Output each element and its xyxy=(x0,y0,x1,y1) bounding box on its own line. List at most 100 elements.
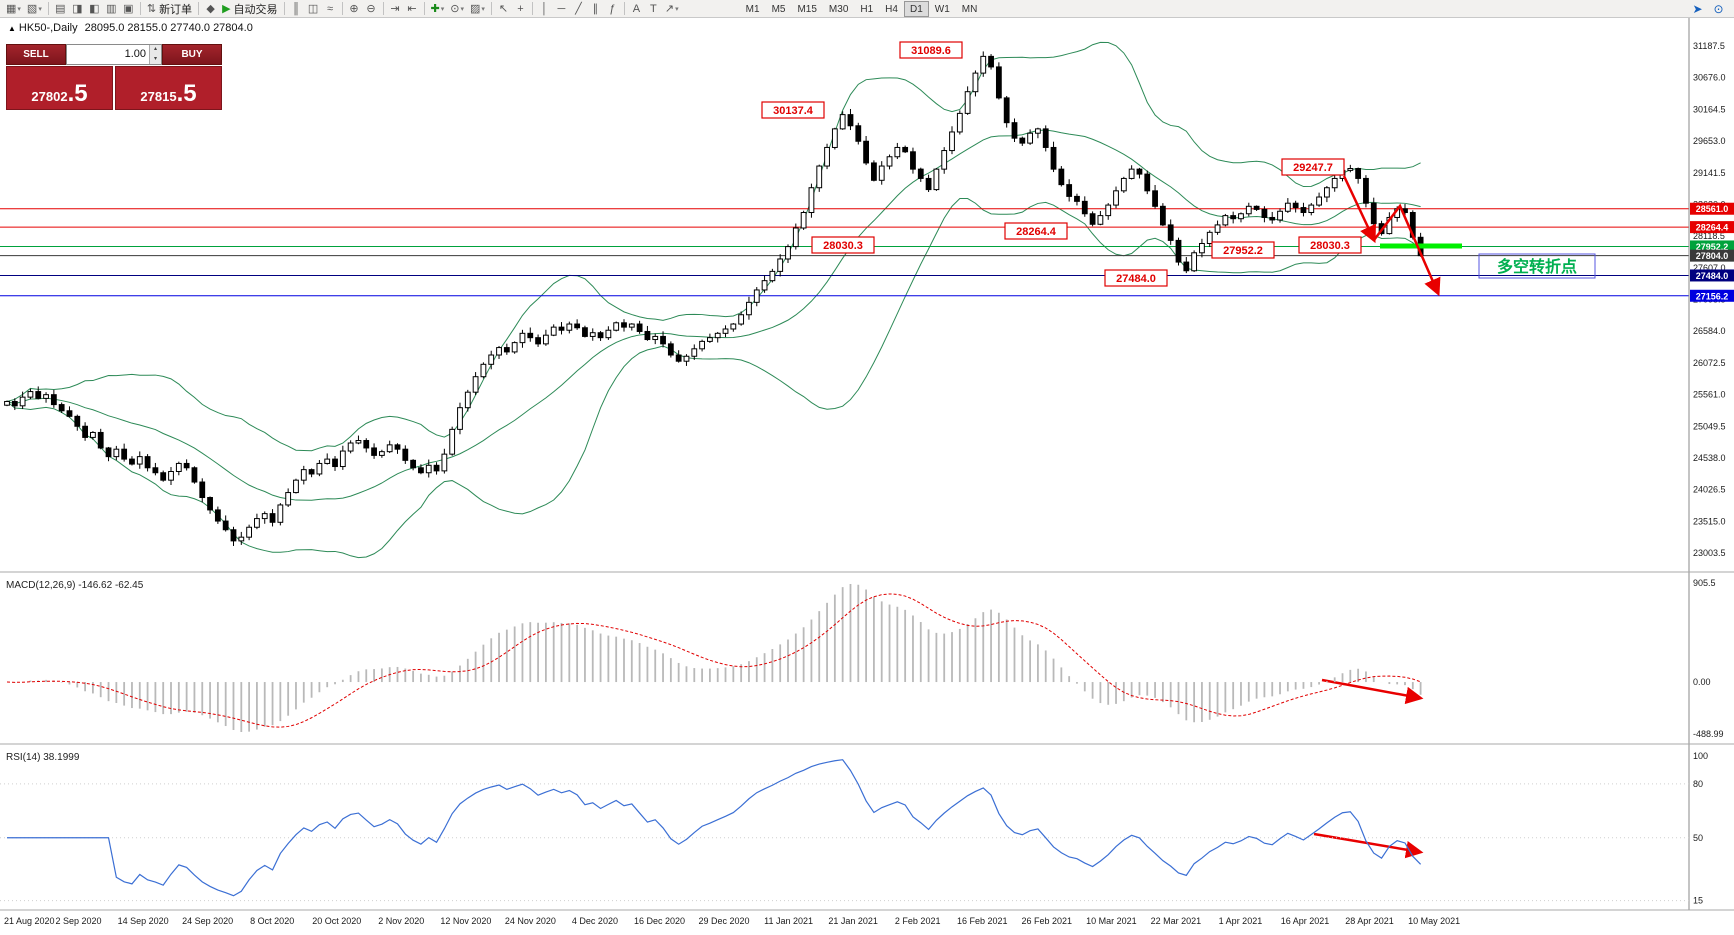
volume-field[interactable]: 1.00 ▴ ▾ xyxy=(66,44,162,65)
price-callout[interactable]: 29247.7 xyxy=(1281,158,1345,176)
fibonacci-icon[interactable]: ƒ xyxy=(604,1,621,17)
templates-icon: ▨ xyxy=(470,3,481,15)
axis-layer[interactable]: 31187.530676.030164.529653.029141.528630… xyxy=(0,18,1734,911)
caret-down-icon: ▾ xyxy=(440,5,445,13)
horizontal-line-icon: ─ xyxy=(557,2,566,15)
profiles-icon[interactable]: ▧ ▾ xyxy=(24,1,45,17)
text-icon[interactable]: A xyxy=(628,1,645,17)
bollinger-lower-band xyxy=(6,197,1421,559)
buy-price[interactable]: 27815.5 xyxy=(115,66,222,110)
svg-text:31089.6: 31089.6 xyxy=(911,45,951,57)
macd-label: MACD(12,26,9) -146.62 -62.45 xyxy=(6,580,144,591)
timeframe-d1[interactable]: D1 xyxy=(903,0,929,17)
svg-text:30137.4: 30137.4 xyxy=(773,105,814,117)
timeframe-m5[interactable]: M5 xyxy=(771,3,786,15)
horizontal-line-icon[interactable]: ─ xyxy=(553,1,570,17)
price-callout[interactable]: 28030.3 xyxy=(1298,236,1362,254)
toolbar-separator xyxy=(47,2,49,15)
toolbar-separator xyxy=(531,2,533,15)
macd-layer: MACD(12,26,9) -146.62 -62.45 905.5 0.00 -48… xyxy=(6,578,1724,739)
price-callout[interactable]: 28264.4 xyxy=(1004,222,1068,240)
candlestick-chart-icon[interactable]: ◫ xyxy=(305,1,322,17)
terminal-icon[interactable]: ▥ xyxy=(103,1,120,17)
price-badge-27156.2: 27156.2 xyxy=(1690,289,1734,302)
new-order-button[interactable]: ⇅ 新订单 xyxy=(144,1,195,17)
time-axis-layer[interactable]: 21 Aug 2020 2 Sep 2020 14 Sep 2020 24 Sep 2… xyxy=(4,916,1460,926)
price-callout[interactable]: 27484.0 xyxy=(1104,269,1168,287)
volume-value: 1.00 xyxy=(124,48,146,60)
svg-text:16 Apr 2021: 16 Apr 2021 xyxy=(1281,916,1330,926)
price-callout[interactable]: 28030.3 xyxy=(811,236,875,254)
sell-price[interactable]: 27802.5 xyxy=(6,66,113,110)
caret-down-icon: ▾ xyxy=(17,5,21,13)
periods-icon: ⊙ xyxy=(450,3,460,15)
timeframe-m15[interactable]: M15 xyxy=(797,3,817,15)
crosshair-icon[interactable]: + xyxy=(512,1,529,17)
auto-scroll-icon: ⇥ xyxy=(390,3,400,15)
navigator-icon[interactable]: ◧ xyxy=(86,1,103,17)
search-icon[interactable]: ⊙ xyxy=(1713,1,1724,16)
bar-chart-icon[interactable]: ║ xyxy=(288,1,305,17)
price-callout[interactable]: 30137.4 xyxy=(761,101,825,119)
timeframe-m30[interactable]: M30 xyxy=(828,3,849,15)
price-callout[interactable]: 27952.2 xyxy=(1211,241,1275,259)
macd-down-arrow[interactable] xyxy=(1321,678,1424,705)
svg-text:16 Dec 2020: 16 Dec 2020 xyxy=(634,916,685,926)
sell-button[interactable]: SELL xyxy=(6,44,66,65)
timeframe-bar: M1 M5 M15 M30 H1 H4 D1 W1 MN xyxy=(740,0,984,17)
buy-button[interactable]: BUY xyxy=(162,44,222,65)
bollinger-bands-layer xyxy=(6,41,1421,559)
indicators-icon[interactable]: ✚ ▾ xyxy=(428,1,448,17)
symbol-marker-icon: ▲ xyxy=(8,24,16,33)
toolbar-separator xyxy=(490,2,492,15)
templates-icon[interactable]: ▨ ▾ xyxy=(467,1,488,17)
vertical-line-icon[interactable]: │ xyxy=(536,1,553,17)
data-window-icon[interactable]: ◨ xyxy=(69,1,86,17)
zoom-in-icon[interactable]: ⊕ xyxy=(346,1,363,17)
volume-spinner[interactable]: ▴ ▾ xyxy=(149,45,161,64)
periods-icon[interactable]: ⊙ ▾ xyxy=(447,1,467,17)
send-icon[interactable]: ➤ xyxy=(1692,1,1703,16)
channel-icon[interactable]: ∥ xyxy=(587,1,604,17)
metaeditor-icon[interactable]: ◆ xyxy=(202,1,219,17)
svg-text:28118.5: 28118.5 xyxy=(1693,231,1725,241)
toolbar-separator xyxy=(423,2,425,15)
bollinger-middle-band xyxy=(6,129,1421,501)
text-label-icon[interactable]: T xyxy=(645,1,662,17)
strategy-tester-icon[interactable]: ▣ xyxy=(120,1,137,17)
chart-shift-icon[interactable]: ⇤ xyxy=(404,1,421,17)
volume-down-icon[interactable]: ▾ xyxy=(150,54,161,64)
timeframe-m1[interactable]: M1 xyxy=(745,3,760,15)
candles-layer xyxy=(4,51,1424,546)
autotrading-button[interactable]: ▶ 自动交易 xyxy=(219,1,280,17)
price-callout[interactable]: 31089.6 xyxy=(899,41,963,59)
svg-text:14 Sep 2020: 14 Sep 2020 xyxy=(118,916,169,926)
data-window-icon: ◨ xyxy=(72,3,83,15)
timeframe-h1[interactable]: H1 xyxy=(860,3,874,15)
vertical-line-icon: │ xyxy=(540,2,548,15)
price-zigzag-arrow[interactable] xyxy=(1373,203,1441,297)
turning-point-annotation[interactable]: 多空转折点 xyxy=(1478,253,1596,279)
toolbar-separator xyxy=(198,2,200,15)
trendline-icon[interactable]: ╱ xyxy=(570,1,587,17)
timeframe-mn[interactable]: MN xyxy=(961,3,978,15)
candlestick-chart-icon: ◫ xyxy=(307,3,319,15)
volume-up-icon[interactable]: ▴ xyxy=(150,45,161,55)
new-chart-icon[interactable]: ▦ ▾ xyxy=(3,1,24,17)
strategy-tester-icon: ▣ xyxy=(123,3,134,15)
price-down-arrow[interactable] xyxy=(1342,175,1376,244)
zoom-out-icon[interactable]: ⊖ xyxy=(363,1,380,17)
timeframe-h4[interactable]: H4 xyxy=(885,3,898,15)
price-lines-layer[interactable] xyxy=(0,208,1689,297)
line-chart-icon[interactable]: ≈ xyxy=(322,1,339,17)
toolbar: ▦ ▾ ▧ ▾ ▤ ◨ ◧ ▥ ▣ ⇅ 新订单 ◆ ▶ 自动交易 ║ ◫ ≈ ⊕ ⊖ ⇥ ⇤ ✚ ▾ ⊙ ▾ ▨ ▾ ↖ + │ ─ ╱ ∥ ƒ A… xyxy=(0,0,1734,18)
price-callouts-layer[interactable]: 31089.6 30137.4 29247.7 28264.4 28030.3 27952… xyxy=(761,41,1362,287)
market-watch-icon[interactable]: ▤ xyxy=(52,1,69,17)
timeframe-w1[interactable]: W1 xyxy=(934,3,950,15)
arrows-icon[interactable]: ↗ ▾ xyxy=(662,1,682,17)
auto-scroll-icon[interactable]: ⇥ xyxy=(387,1,404,17)
svg-text:28030.3: 28030.3 xyxy=(823,240,863,252)
cursor-icon[interactable]: ↖ xyxy=(495,1,512,17)
svg-text:30676.0: 30676.0 xyxy=(1693,73,1726,83)
